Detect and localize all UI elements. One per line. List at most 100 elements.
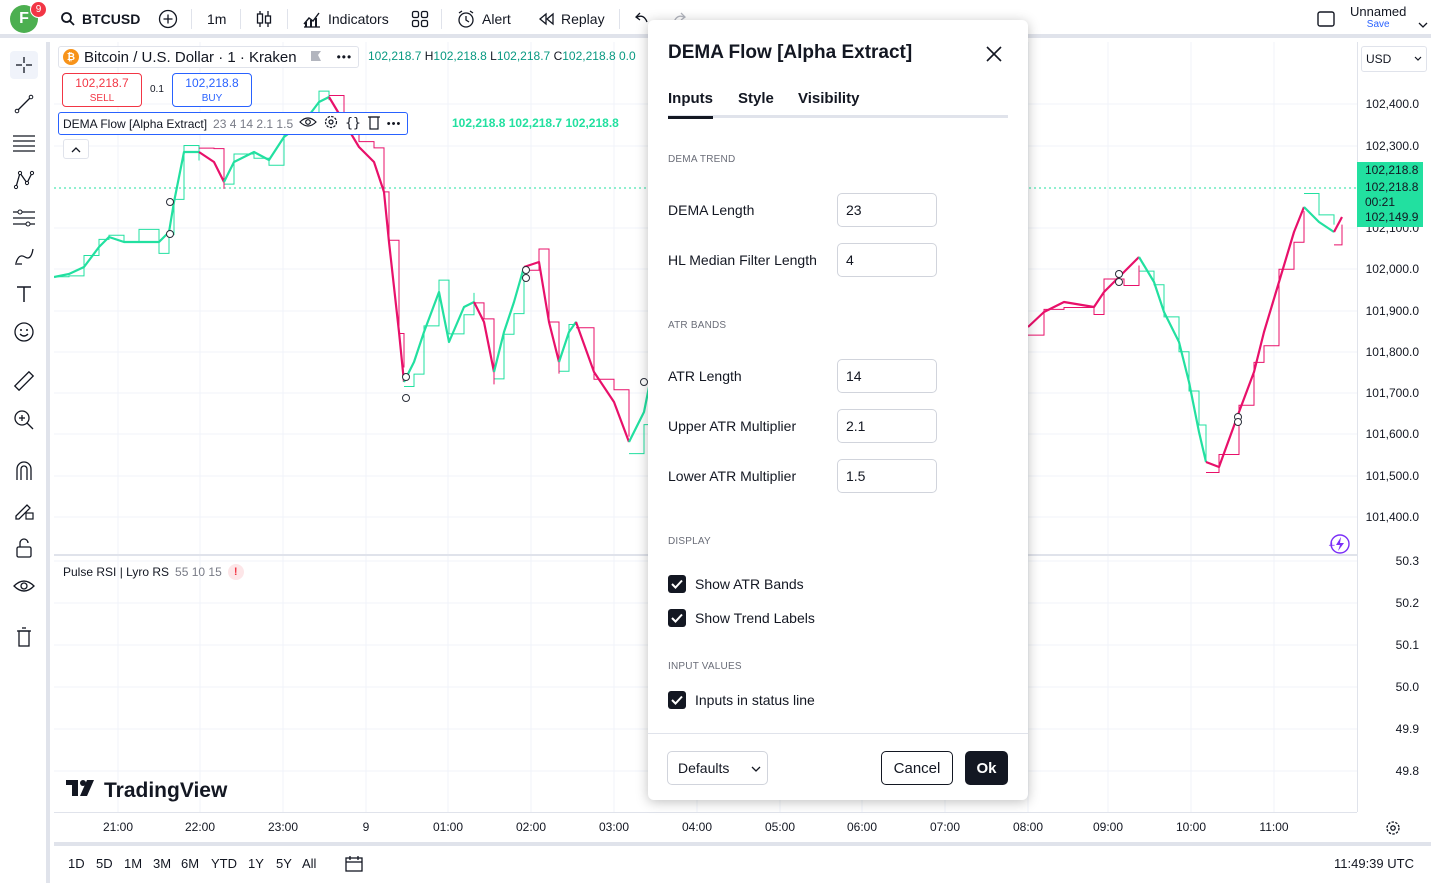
dema-length-input[interactable] — [837, 193, 937, 227]
show-atr-bands-row[interactable]: Show ATR Bands — [668, 575, 804, 593]
eye-icon[interactable] — [10, 572, 38, 600]
hl-median-input[interactable] — [837, 243, 937, 277]
emoji-icon[interactable] — [10, 318, 38, 346]
forecast-icon[interactable] — [10, 204, 38, 232]
dema-segment — [1138, 256, 1208, 463]
symbol-search-button[interactable]: BTCUSD — [60, 6, 140, 32]
inputs-in-status-line-checkbox[interactable] — [668, 691, 686, 709]
rsi-params: 55 10 15 — [175, 565, 222, 579]
indicators-button[interactable]: Indicators — [302, 6, 389, 32]
tab-visibility[interactable]: Visibility — [798, 90, 860, 107]
range-button-1y[interactable]: 1Y — [248, 856, 264, 871]
price-axis[interactable]: USD 102,400.0 102,300.0 102,100.0 102,000.0… — [1357, 42, 1431, 812]
text-tool-icon[interactable] — [10, 280, 38, 308]
chart-settings-gear-icon[interactable] — [1385, 820, 1401, 839]
lock-icon[interactable] — [10, 534, 38, 562]
indicators-chart-icon — [302, 9, 322, 29]
more-options-icon[interactable]: ••• — [336, 50, 353, 64]
range-button-1m[interactable]: 1M — [124, 856, 143, 871]
show-atr-bands-checkbox[interactable] — [668, 575, 686, 593]
currency-select[interactable]: USD — [1361, 46, 1427, 72]
range-button-5d[interactable]: 5D — [96, 856, 113, 871]
show-trend-labels-row[interactable]: Show Trend Labels — [668, 609, 815, 627]
defaults-dropdown[interactable]: Defaults — [667, 751, 768, 785]
trend-marker — [1234, 418, 1242, 426]
dema-segment — [557, 321, 577, 363]
trash-icon[interactable] — [367, 114, 381, 133]
replay-button[interactable]: Replay — [537, 6, 605, 32]
utc-clock[interactable]: 11:49:39 UTC — [1334, 856, 1414, 871]
eye-icon[interactable] — [299, 115, 317, 132]
lower-atr-input[interactable] — [837, 459, 937, 493]
cancel-button[interactable]: Cancel — [881, 751, 953, 785]
show-trend-labels-checkbox[interactable] — [668, 609, 686, 627]
trend-marker — [1115, 278, 1123, 286]
section-input-values: INPUT VALUES — [668, 661, 742, 672]
trash-icon[interactable] — [10, 623, 38, 651]
dema-segment — [1333, 216, 1343, 233]
rsi-axis-label: 49.9 — [1395, 722, 1419, 736]
tab-inputs[interactable]: Inputs — [668, 90, 713, 119]
lightning-icon[interactable]: + — [1328, 534, 1350, 554]
flag-icon[interactable] — [310, 49, 322, 66]
pattern-icon[interactable] — [10, 166, 38, 194]
horizontal-lines-icon[interactable] — [10, 129, 38, 157]
range-button-6m[interactable]: 6M — [181, 856, 200, 871]
magnet-icon[interactable] — [10, 457, 38, 485]
calendar-icon[interactable] — [344, 855, 364, 876]
buy-label: BUY — [201, 93, 223, 104]
layout-name-button[interactable]: Unnamed Save — [1350, 5, 1406, 31]
indicator-name: DEMA Flow [Alpha Extract] — [63, 116, 208, 131]
settings-gear-icon[interactable] — [323, 114, 339, 133]
dialog-tabs: Inputs Style Visibility — [668, 88, 1008, 119]
grid-icon — [411, 10, 429, 28]
low-label: L — [490, 49, 497, 63]
undo-button[interactable] — [633, 6, 651, 32]
rsi-legend[interactable]: Pulse RSI | Lyro RS 55 10 15 ! — [63, 564, 244, 580]
collapse-legend-button[interactable] — [63, 139, 89, 159]
warning-icon[interactable]: ! — [227, 564, 244, 580]
range-button-all[interactable]: All — [302, 856, 317, 871]
upper-atr-input[interactable] — [837, 409, 937, 443]
close-button[interactable] — [982, 42, 1006, 66]
dema-segment — [198, 151, 225, 183]
symbol-legend[interactable]: ₿ Bitcoin / U.S. Dollar · 1 · Kraken ••• — [58, 46, 360, 68]
source-code-icon[interactable]: {} — [345, 116, 361, 131]
price-step-line-bearish — [199, 95, 1343, 473]
layout-icon-button[interactable] — [1316, 6, 1336, 32]
indicator-params: 23 4 14 2.1 1.5 — [213, 116, 294, 131]
layout-menu-button[interactable] — [1418, 12, 1428, 38]
more-options-icon[interactable]: ••• — [386, 117, 402, 130]
tradingview-logo[interactable]: TradingView — [66, 779, 227, 803]
close-icon — [982, 46, 1006, 69]
range-button-ytd[interactable]: YTD — [211, 856, 237, 871]
ok-button[interactable]: Ok — [965, 751, 1008, 785]
dema-segment — [628, 386, 651, 443]
range-button-3m[interactable]: 3M — [153, 856, 172, 871]
brush-icon[interactable] — [10, 242, 38, 270]
alert-button[interactable]: Alert — [456, 6, 511, 32]
dema-segment — [492, 266, 526, 373]
sell-button[interactable]: 102,218.7 SELL — [62, 73, 142, 107]
ruler-icon[interactable] — [10, 367, 38, 395]
range-button-5y[interactable]: 5Y — [276, 856, 292, 871]
time-axis[interactable]: 21:00 22:00 23:00 9 01:00 02:00 03:00 04:00 05:0… — [54, 812, 1400, 842]
range-button-1d[interactable]: 1D — [68, 856, 85, 871]
indicator-values: 102,218.8 102,218.7 102,218.8 — [452, 116, 619, 130]
crosshair-icon[interactable] — [10, 51, 38, 79]
interval-label: 1m — [207, 11, 227, 27]
time-axis-label: 9 — [362, 820, 370, 834]
rsi-axis-label: 49.8 — [1395, 764, 1419, 778]
atr-length-input[interactable] — [837, 359, 937, 393]
inputs-in-status-line-row[interactable]: Inputs in status line — [668, 691, 815, 709]
trend-line-icon[interactable] — [10, 90, 38, 118]
layout-templates-button[interactable] — [411, 6, 429, 32]
buy-button[interactable]: 102,218.8 BUY — [172, 73, 252, 107]
drawing-lock-pencil-icon[interactable] — [10, 496, 38, 524]
zoom-in-icon[interactable] — [10, 406, 38, 434]
tab-style[interactable]: Style — [738, 90, 774, 107]
chart-type-button[interactable] — [255, 6, 273, 32]
compare-symbol-button[interactable] — [157, 6, 179, 32]
interval-button[interactable]: 1m — [207, 6, 226, 32]
indicator-legend[interactable]: DEMA Flow [Alpha Extract] 23 4 14 2.1 1.… — [58, 112, 409, 135]
